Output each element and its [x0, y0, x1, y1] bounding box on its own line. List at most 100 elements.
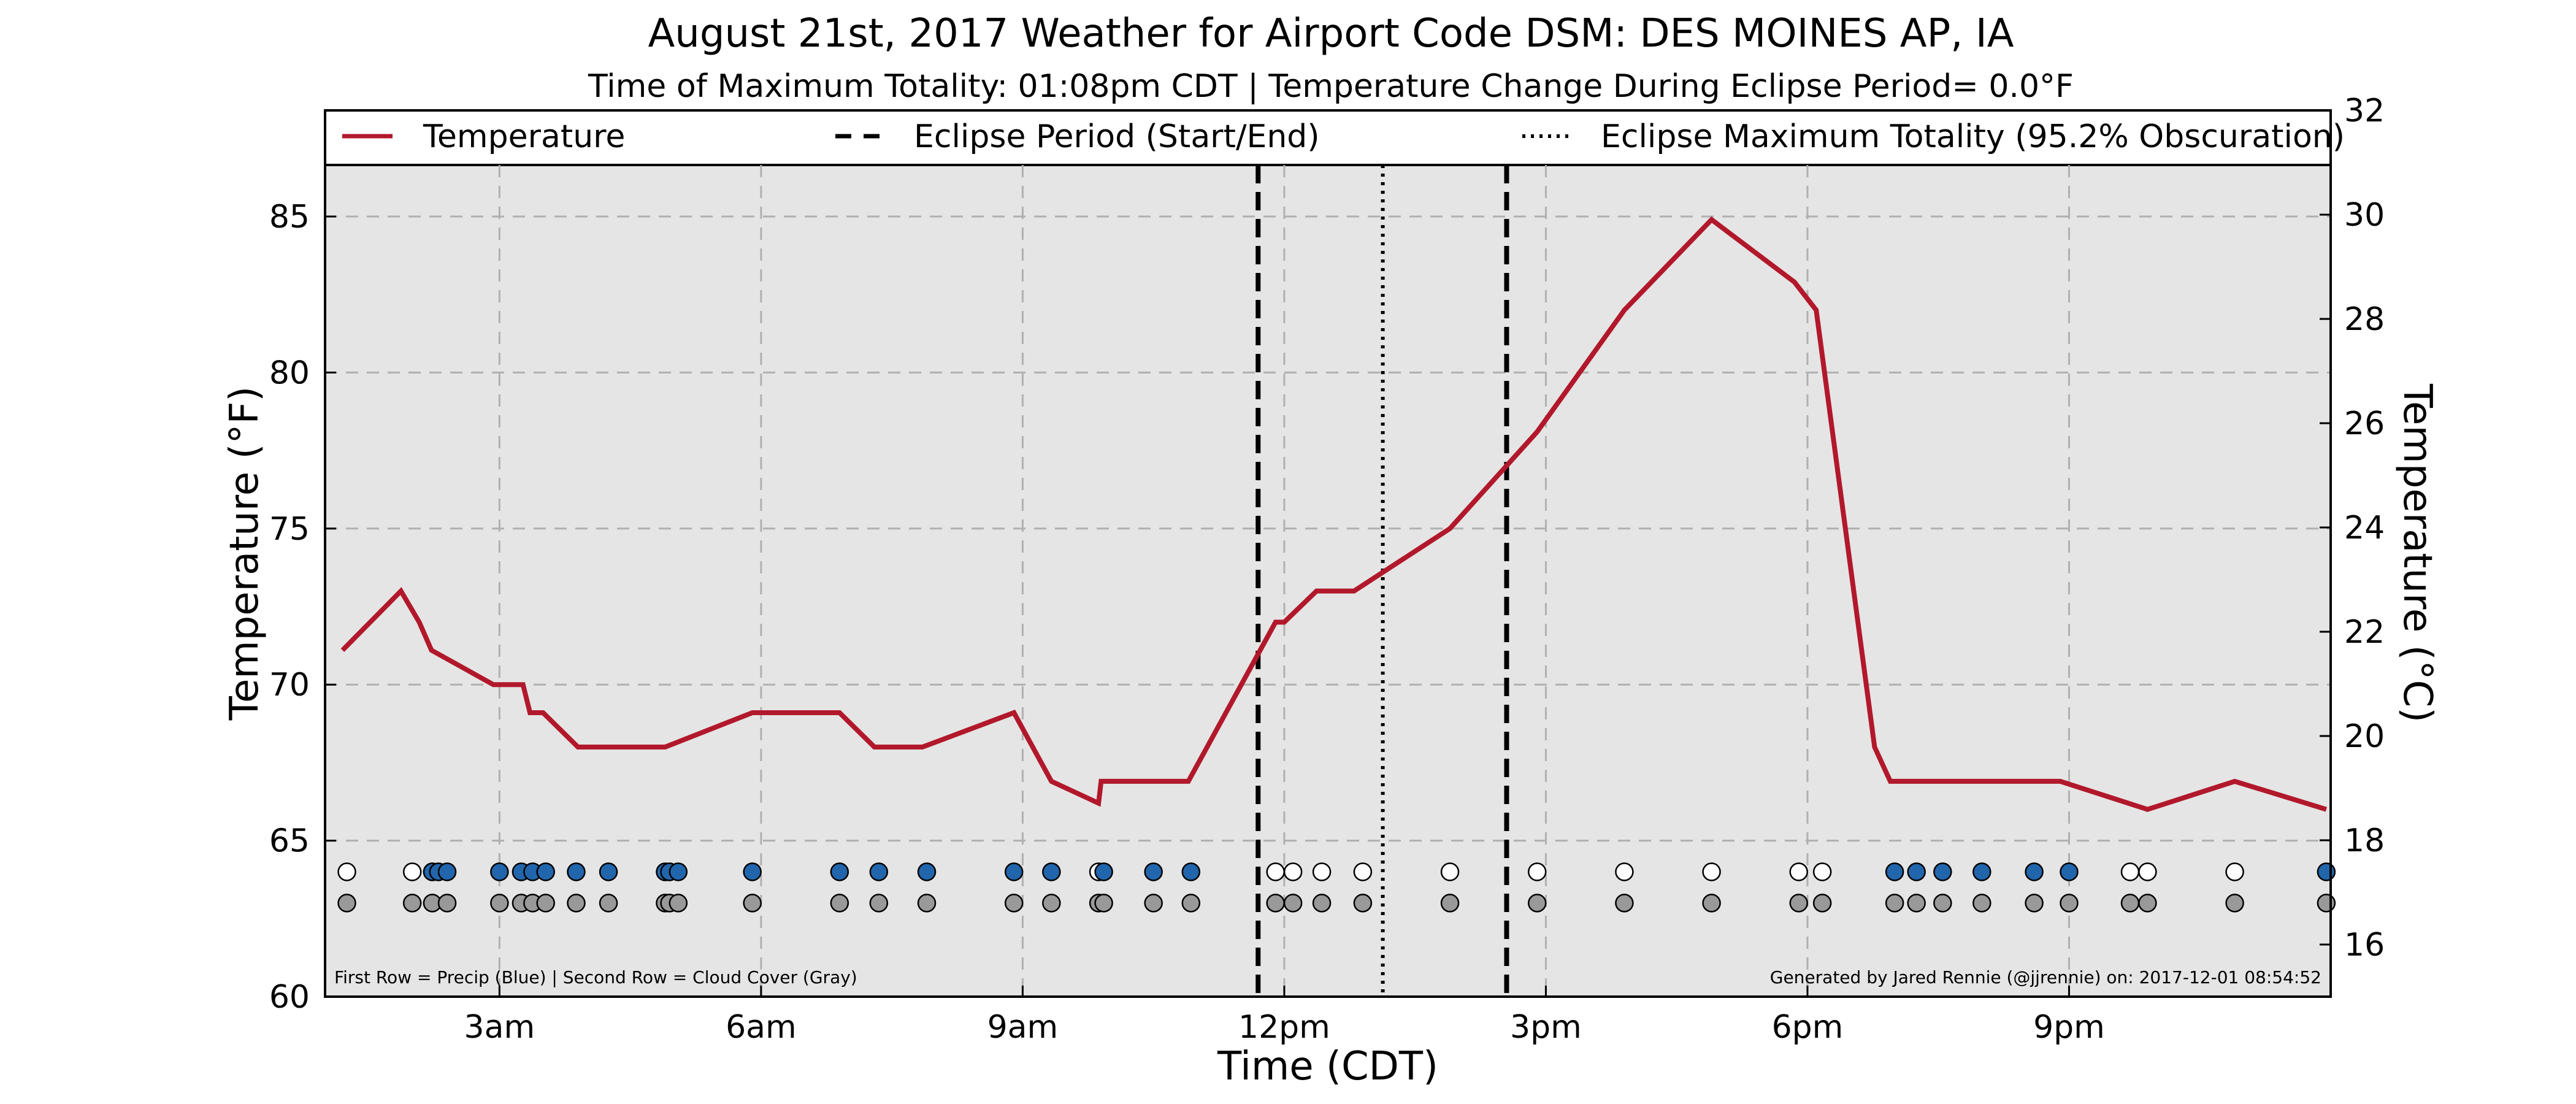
precip-marker	[536, 862, 555, 881]
precip-marker	[2060, 862, 2079, 881]
cloud-cover-marker	[2225, 894, 2244, 913]
precip-marker	[490, 862, 509, 881]
precip-marker	[567, 862, 586, 881]
cloud-cover-marker	[536, 894, 555, 913]
cloud-cover-marker	[1933, 894, 1952, 913]
cloud-cover-marker	[1094, 894, 1113, 913]
y-tick-label: 80	[269, 355, 310, 391]
precip-marker	[1181, 862, 1201, 881]
precip-marker	[917, 862, 937, 881]
cloud-cover-marker	[869, 894, 889, 913]
cloud-cover-marker	[1181, 894, 1201, 913]
legend-max-totality-label: Eclipse Maximum Totality (95.2% Obscurat…	[1601, 118, 2345, 155]
cloud-cover-marker	[1615, 894, 1634, 913]
x-tick-label: 3pm	[1510, 1009, 1582, 1046]
cloud-cover-marker	[490, 894, 509, 913]
legend-eclipse-period-label: Eclipse Period (Start/End)	[914, 118, 1320, 155]
x-axis-label: Time (CDT)	[1217, 1044, 1438, 1089]
y-right-tick-labels: 16 18 20 22 24 26 28 30 32	[2320, 93, 2385, 964]
precip-marker	[1312, 862, 1332, 881]
cloud-cover-marker	[2138, 894, 2157, 913]
precip-marker	[1004, 862, 1024, 881]
cloud-cover-marker	[830, 894, 849, 913]
plot-frame	[324, 109, 2332, 998]
eclipse-lines	[1255, 165, 1509, 997]
precip-marker	[1094, 862, 1113, 881]
precip-marker	[1812, 862, 1832, 881]
cloud-cover-marker	[1266, 894, 1285, 913]
marker-rows	[337, 862, 2336, 913]
y-right-tick-label: 24	[2344, 510, 2385, 546]
precip-marker	[1440, 862, 1460, 881]
x-tick-labels: 3am 6am 9am 12pm 3pm 6pm 9pm	[464, 986, 2105, 1046]
precip-marker	[2025, 862, 2044, 881]
x-tick-label: 12pm	[1238, 1009, 1330, 1046]
precip-marker	[1972, 862, 1991, 881]
precip-marker	[743, 862, 762, 881]
y-right-tick-label: 22	[2344, 614, 2385, 651]
y-right-tick-label: 28	[2344, 301, 2385, 338]
precip-marker	[1702, 862, 1721, 881]
cloud-cover-marker	[1907, 894, 1926, 913]
precip-marker	[1615, 862, 1634, 881]
y-tick-label: 65	[269, 823, 310, 860]
y-right-tick-label: 26	[2344, 405, 2385, 442]
annotation-generated-by: Generated by Jared Rennie (@jjrennie) on…	[1770, 967, 2321, 987]
precip-marker	[1144, 862, 1163, 881]
cloud-cover-marker	[917, 894, 937, 913]
grid-lines	[325, 165, 2331, 997]
y-right-tick-label: 18	[2344, 822, 2385, 859]
x-tick-label: 9pm	[2033, 1009, 2105, 1046]
cloud-cover-marker	[1004, 894, 1024, 913]
x-tick-label: 3am	[464, 1009, 535, 1046]
y-right-tick-label: 20	[2344, 718, 2385, 755]
cloud-cover-marker	[743, 894, 762, 913]
cloud-cover-marker	[1042, 894, 1061, 913]
precip-marker	[2317, 862, 2336, 881]
x-tick-label: 6pm	[1772, 1009, 1844, 1046]
precip-marker	[1527, 862, 1547, 881]
y-right-tick-label: 32	[2344, 93, 2385, 129]
cloud-cover-marker	[1972, 894, 1991, 913]
precip-marker	[1353, 862, 1373, 881]
cloud-cover-marker	[2025, 894, 2044, 913]
cloud-cover-marker	[1527, 894, 1547, 913]
cloud-cover-marker	[2060, 894, 2079, 913]
annotation-rows-legend: First Row = Precip (Blue) | Second Row =…	[334, 967, 857, 987]
cloud-cover-marker	[567, 894, 586, 913]
cloud-cover-marker	[599, 894, 618, 913]
x-tick-label: 6am	[726, 1009, 797, 1046]
y-tick-label: 85	[269, 199, 310, 236]
chart-title: August 21st, 2017 Weather for Airport Co…	[648, 11, 2014, 56]
precip-marker	[2120, 862, 2140, 881]
series-layer	[340, 216, 2328, 812]
y-axis-label: Temperature (°F)	[222, 386, 267, 721]
precip-marker	[1042, 862, 1061, 881]
chart-subtitle: Time of Maximum Totality: 01:08pm CDT | …	[588, 68, 2074, 105]
cloud-cover-marker	[2317, 894, 2336, 913]
cloud-cover-marker	[1885, 894, 1904, 913]
cloud-cover-marker	[437, 894, 457, 913]
cloud-cover-marker	[2120, 894, 2140, 913]
cloud-cover-marker	[669, 894, 688, 913]
cloud-cover-marker	[1312, 894, 1332, 913]
precip-marker	[1789, 862, 1808, 881]
y-tick-label: 75	[269, 511, 310, 548]
cloud-cover-marker	[1702, 894, 1721, 913]
precip-marker	[599, 862, 618, 881]
cloud-cover-marker	[337, 894, 356, 913]
cloud-cover-marker	[1353, 894, 1373, 913]
temperature-line	[340, 216, 2328, 812]
cloud-cover-marker	[1440, 894, 1460, 913]
y-tick-label: 60	[269, 979, 310, 1016]
precip-marker	[402, 862, 422, 881]
cloud-cover-marker	[1789, 894, 1808, 913]
precip-marker	[2138, 862, 2157, 881]
cloud-cover-marker	[1812, 894, 1832, 913]
precip-marker	[830, 862, 849, 881]
legend-temperature-label: Temperature	[423, 118, 625, 155]
plot-area	[325, 110, 2331, 997]
precip-marker	[1283, 862, 1303, 881]
y-axis-label-right: Temperature (°C)	[2394, 383, 2440, 723]
